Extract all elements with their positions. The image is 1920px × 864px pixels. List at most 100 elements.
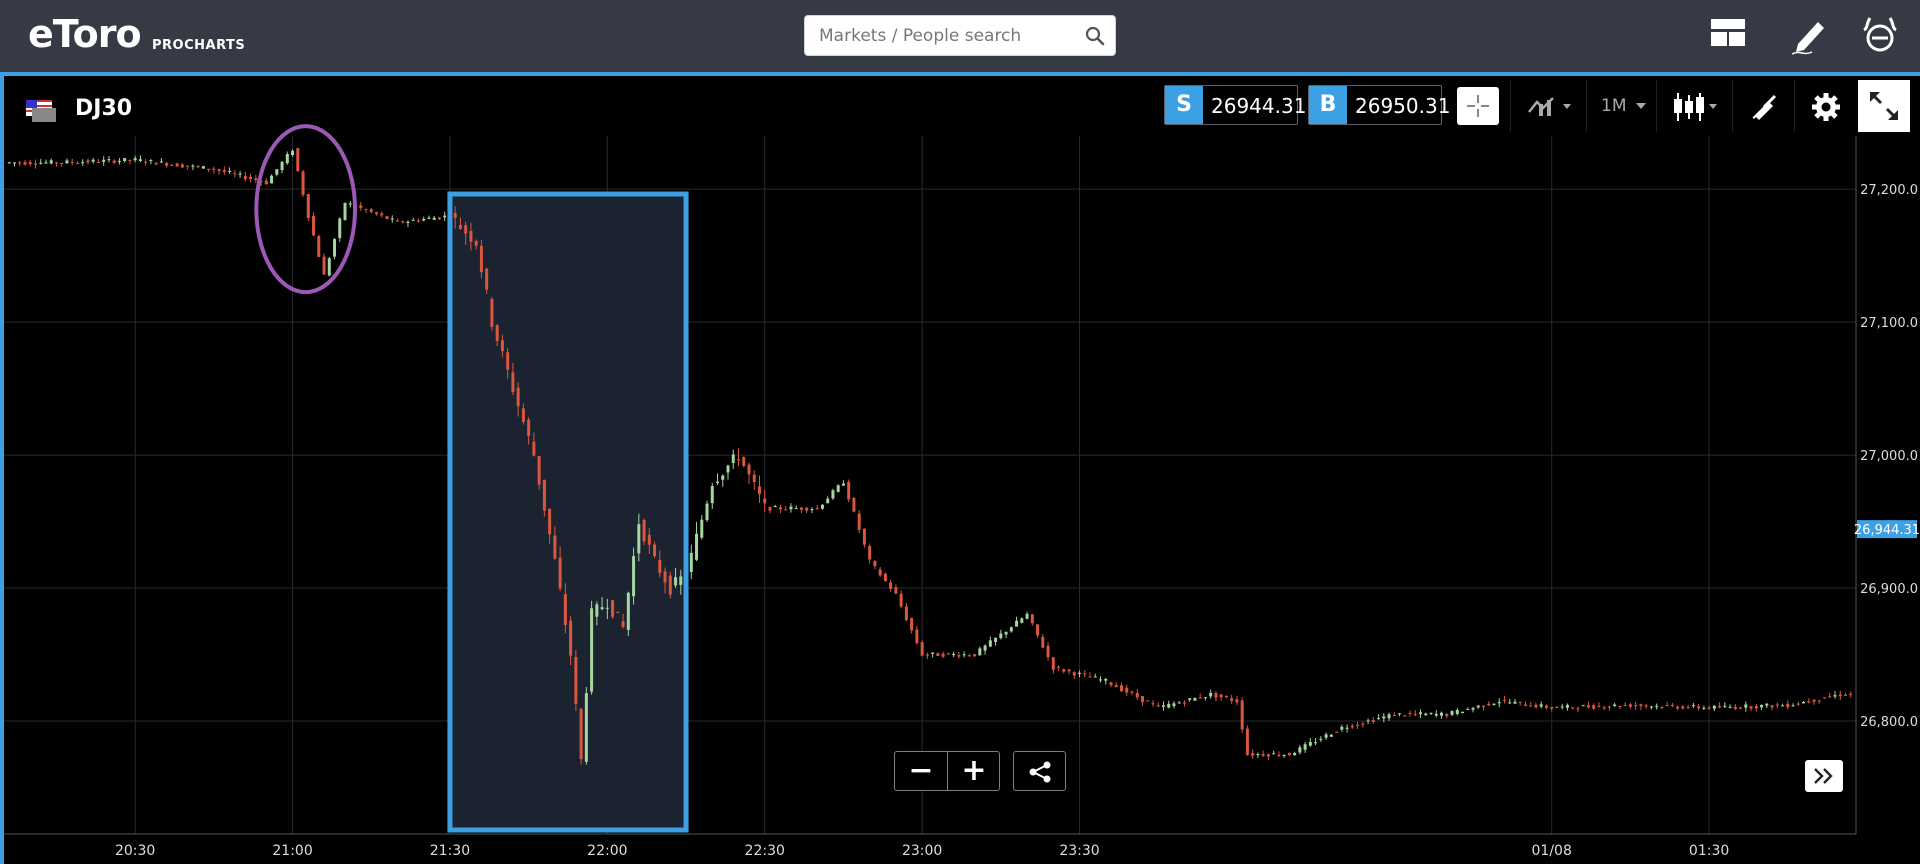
candle-body: [1167, 703, 1171, 708]
crosshair-button[interactable]: [1452, 80, 1502, 132]
x-tick-label: 01/08: [1532, 843, 1572, 859]
candle-body: [1345, 727, 1349, 729]
drawing-tools-button[interactable]: [1732, 80, 1794, 132]
candle-body: [1392, 714, 1396, 716]
layout-icon[interactable]: [1710, 18, 1746, 48]
candle-body: [12, 162, 16, 164]
candle-body: [138, 159, 142, 161]
candle-body: [291, 150, 295, 156]
candle-body: [1156, 705, 1160, 707]
candle-body: [1802, 701, 1806, 704]
candle-body: [532, 441, 536, 456]
candle-body: [1093, 676, 1097, 678]
candle-body: [763, 498, 767, 504]
candle-body: [474, 240, 478, 246]
candle-body: [49, 160, 53, 164]
candle-body: [1382, 716, 1386, 719]
user-logo-icon[interactable]: [1860, 14, 1900, 56]
candle-body: [1036, 624, 1040, 636]
candle-body: [270, 175, 274, 184]
candle-body: [144, 161, 148, 163]
candle-body: [894, 587, 898, 594]
candle-body: [1754, 706, 1758, 709]
settings-button[interactable]: [1794, 80, 1856, 132]
candle-body: [1497, 702, 1501, 704]
candle-body: [1429, 712, 1433, 714]
candle-body: [1140, 696, 1144, 702]
annotations: [254, 124, 689, 833]
candle-body: [186, 165, 190, 167]
candle-body: [1020, 618, 1024, 623]
candle-body: [1844, 694, 1848, 696]
candle-body: [1518, 701, 1522, 703]
expand-button[interactable]: [1858, 80, 1910, 132]
candle-body: [563, 594, 567, 626]
search-icon[interactable]: [1085, 26, 1105, 46]
candle-body: [1544, 705, 1548, 708]
candle-body: [117, 160, 121, 162]
candle-body: [33, 163, 37, 165]
candle-body: [306, 194, 310, 218]
indicators-button[interactable]: [1510, 80, 1586, 132]
candle-body: [296, 148, 300, 172]
candle-body: [1571, 707, 1575, 709]
candle-body: [957, 655, 961, 657]
candle-body: [65, 160, 69, 164]
search-box[interactable]: [804, 15, 1116, 56]
candle-body: [1607, 706, 1611, 708]
candle-body: [1529, 705, 1533, 707]
candle-body: [1513, 701, 1517, 704]
candle-body: [7, 162, 11, 164]
expand-icon: [1870, 92, 1898, 120]
scroll-to-latest-button[interactable]: [1805, 760, 1843, 792]
candle-body: [1151, 703, 1155, 705]
sell-price-button[interactable]: S 26944.31: [1164, 85, 1306, 125]
zoom-in-button[interactable]: +: [947, 752, 1000, 790]
zoom-out-button[interactable]: −: [908, 753, 934, 788]
candle-body: [595, 604, 599, 617]
candle-body: [847, 481, 851, 500]
candle-body: [1072, 672, 1076, 676]
candle-body: [254, 178, 258, 181]
candle-body: [249, 176, 253, 180]
candle-body: [537, 455, 541, 485]
candle-body: [1733, 706, 1737, 709]
candle-body: [1177, 702, 1181, 704]
timeframe-selector[interactable]: 1M: [1586, 80, 1656, 132]
candle-body: [616, 611, 620, 613]
candle-body: [910, 618, 914, 631]
candle-body: [1083, 673, 1087, 675]
candle-body: [385, 216, 389, 219]
candle-body: [1188, 698, 1192, 700]
share-button[interactable]: [1013, 751, 1066, 791]
candle-body: [1104, 678, 1108, 681]
candle-body: [973, 654, 977, 657]
candle-body: [201, 166, 205, 169]
x-tick-label: 23:00: [902, 843, 942, 859]
y-tick-label: 26,900.0: [1860, 582, 1918, 597]
instrument-name[interactable]: DJ30: [75, 96, 133, 121]
candle-body: [1502, 699, 1506, 701]
candle-body: [1487, 703, 1491, 706]
search-input[interactable]: [819, 25, 1069, 47]
candle-body: [994, 637, 998, 642]
edit-icon[interactable]: [1790, 14, 1830, 56]
candle-body: [878, 569, 882, 576]
candle-body: [1130, 691, 1134, 693]
candle-body: [149, 160, 153, 162]
candle-body: [1707, 707, 1711, 709]
candle-body: [1471, 708, 1475, 710]
chart-type-button[interactable]: [1656, 80, 1732, 132]
candle-body: [327, 258, 331, 276]
candle-body: [1770, 705, 1774, 708]
buy-price: 26950.31: [1355, 94, 1451, 118]
candle-body: [1697, 706, 1701, 709]
candle-body: [1581, 705, 1585, 707]
candle-body: [1193, 697, 1197, 701]
candle-body: [516, 387, 520, 407]
candle-body: [1812, 699, 1816, 702]
candle-body: [1308, 742, 1312, 746]
buy-price-button[interactable]: B 26950.31: [1308, 85, 1450, 125]
candle-body: [642, 519, 646, 542]
candle-body: [416, 220, 420, 222]
